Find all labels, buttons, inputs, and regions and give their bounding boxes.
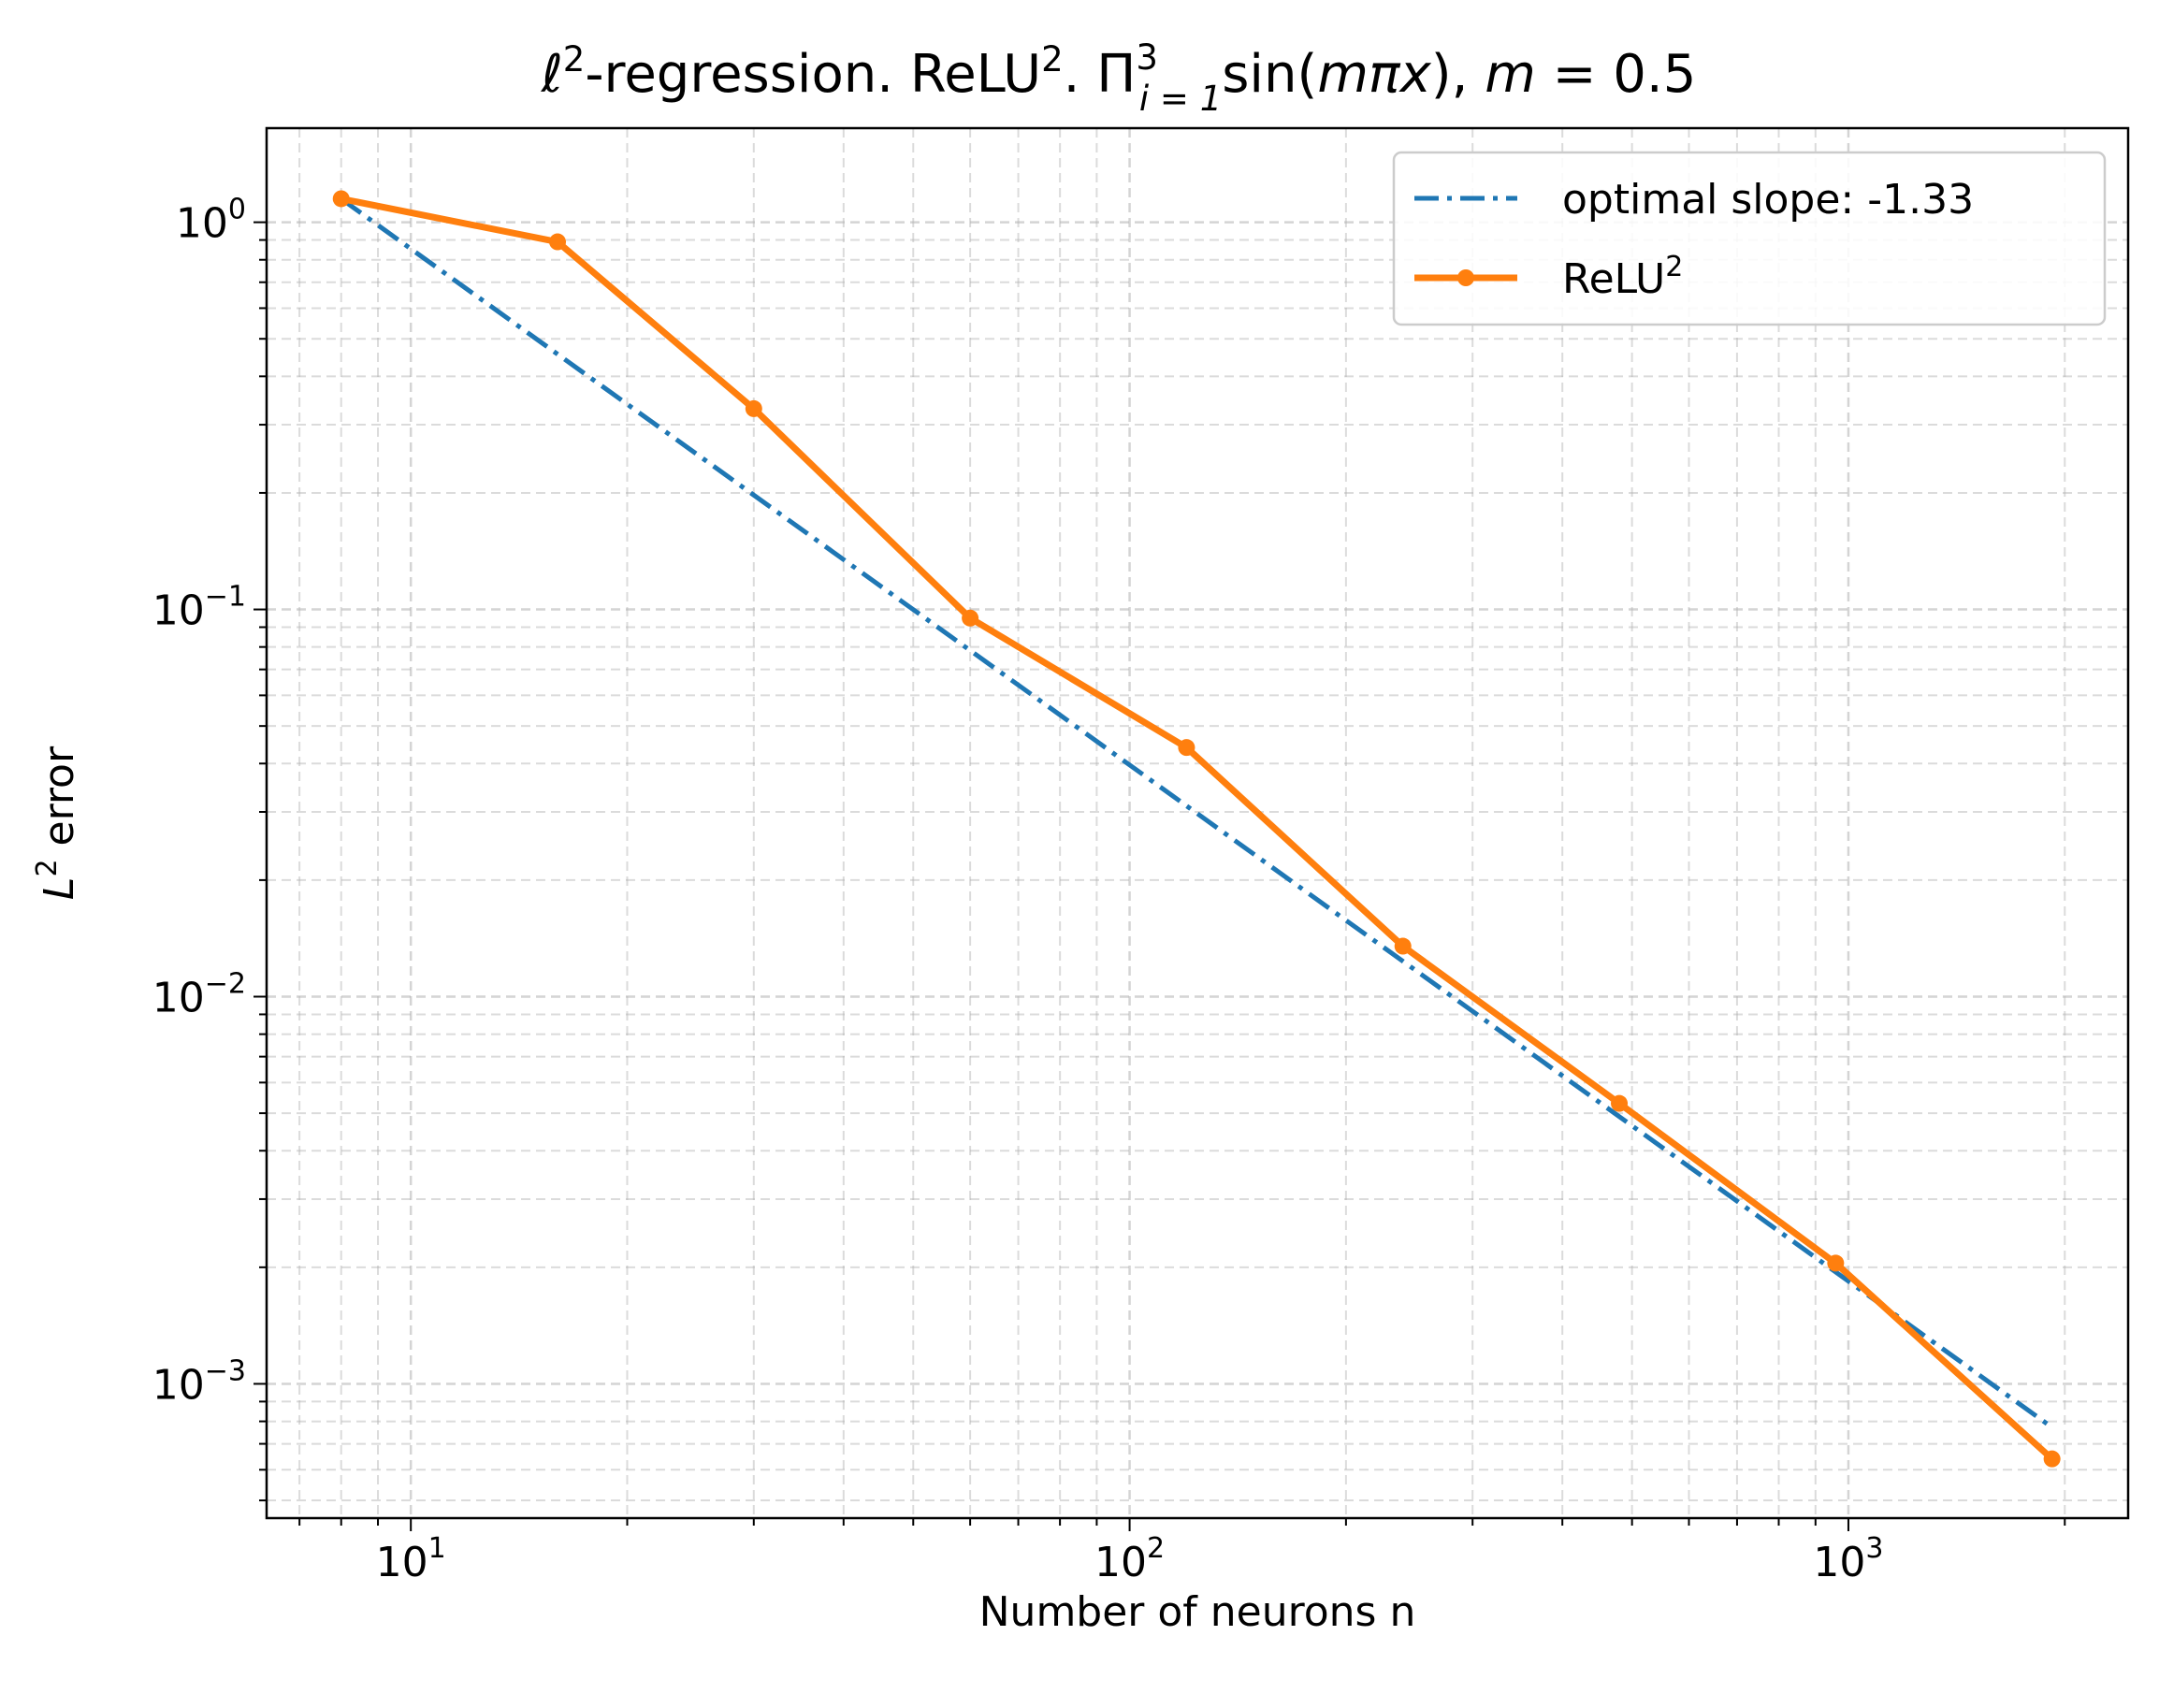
plot-frame — [265, 126, 2130, 1520]
data-point-relu2 — [549, 233, 567, 251]
legend-box — [1392, 151, 2107, 326]
grid — [267, 128, 2128, 1518]
x-tick-label: 103 — [1813, 1532, 1883, 1586]
data-point-relu2 — [962, 609, 979, 627]
x-tick-label: 101 — [376, 1532, 446, 1586]
y-tick-label: 10−2 — [152, 968, 246, 1022]
data-point-relu2 — [332, 190, 350, 208]
x-axis-label: Number of neurons n — [979, 1588, 1416, 1636]
chart-title: ℓ2-regression. ReLU2. Π3 i = 1sin(mπx), m… — [541, 37, 1697, 119]
legend: optimal slope: -1.33 ReLU2 — [1392, 151, 2107, 326]
series-line-optimal-slope — [340, 196, 2054, 1430]
data-point-relu2 — [1394, 937, 1412, 955]
y-tick-label: 100 — [176, 194, 246, 248]
legend-marker-relu2 — [1457, 269, 1474, 286]
y-axis-label: L2 error — [31, 745, 83, 900]
series-layer — [332, 190, 2061, 1468]
legend-label-optimal-slope: optimal slope: -1.33 — [1562, 176, 1974, 224]
data-point-relu2 — [1827, 1254, 1845, 1272]
data-point-relu2 — [2043, 1450, 2061, 1468]
data-point-relu2 — [745, 399, 762, 417]
y-tick-label: 10−3 — [152, 1354, 246, 1409]
data-point-relu2 — [1178, 739, 1195, 757]
ticks: 101 102 103 100 10−1 10−2 10−3 — [152, 194, 2066, 1586]
x-tick-label: 102 — [1094, 1532, 1165, 1586]
y-tick-label: 10−1 — [152, 581, 246, 635]
data-point-relu2 — [1611, 1094, 1629, 1112]
legend-label-relu2: ReLU2 — [1562, 251, 1683, 303]
